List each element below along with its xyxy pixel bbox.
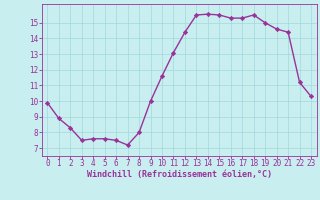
X-axis label: Windchill (Refroidissement éolien,°C): Windchill (Refroidissement éolien,°C) [87,170,272,179]
